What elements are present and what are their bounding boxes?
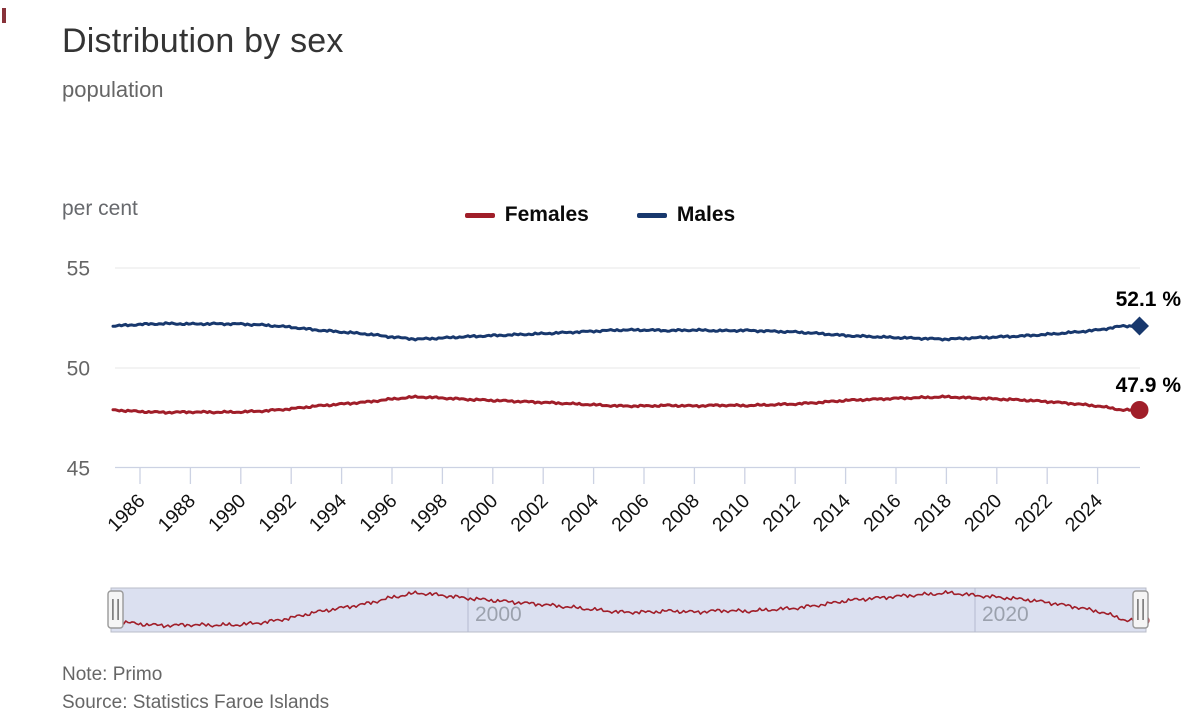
x-tick-label: 1996	[355, 490, 401, 536]
x-tick-label: 2020	[960, 490, 1006, 536]
males-series-line	[111, 321, 1142, 342]
x-tick-label: 1994	[305, 490, 351, 536]
navigator-track[interactable]	[110, 587, 1147, 633]
navigator-handle-left[interactable]	[107, 590, 124, 629]
navigator-tick-label: 2020	[982, 603, 1029, 626]
navigator-series-line	[110, 590, 1145, 629]
navigator-handle-right[interactable]	[1132, 590, 1149, 629]
legend: Females Males	[0, 203, 1200, 227]
navigator-tick-label: 2000	[475, 603, 522, 626]
chart-subtitle: population	[62, 77, 164, 102]
x-tick-label: 1986	[103, 490, 149, 536]
corner-accent-mark	[2, 8, 6, 23]
x-tick-label: 1992	[254, 490, 300, 536]
x-tick-label: 1990	[204, 490, 250, 536]
y-axis-title: per cent	[62, 197, 138, 220]
x-tick-label: 2002	[506, 490, 552, 536]
chart-source: Source: Statistics Faroe Islands	[62, 692, 330, 713]
navigator-handle-left-grip[interactable]	[107, 590, 124, 629]
chart-title: Distribution by sex	[62, 22, 344, 60]
females-series-line	[111, 394, 1142, 415]
y-tick-label: 50	[67, 358, 90, 381]
legend-item-females[interactable]: Females	[464, 203, 589, 227]
x-tick-label: 2014	[809, 490, 855, 536]
y-tick-label: 45	[67, 458, 90, 481]
x-tick-label: 2024	[1061, 490, 1107, 536]
males-legend-label: Males	[676, 203, 736, 226]
males-end-value-label: 52.1 %	[1115, 288, 1181, 311]
males-end-marker	[1130, 316, 1149, 336]
navigator-handle-right-grip[interactable]	[1132, 590, 1149, 629]
x-tick-label: 2004	[557, 490, 603, 536]
x-tick-label: 2000	[456, 490, 502, 536]
x-tick-label: 2022	[1010, 490, 1056, 536]
x-tick-label: 1998	[406, 490, 452, 536]
x-tick-label: 2016	[859, 490, 905, 536]
x-tick-label: 2010	[708, 490, 754, 536]
x-tick-label: 2018	[910, 490, 956, 536]
females-legend-swatch	[464, 212, 495, 218]
x-tick-label: 2006	[607, 490, 653, 536]
legend-item-males[interactable]: Males	[636, 203, 736, 227]
x-tick-label: 2012	[758, 490, 804, 536]
females-legend-label: Females	[504, 203, 589, 226]
chart-note: Note: Primo	[62, 664, 163, 685]
x-tick-label: 1988	[154, 490, 200, 536]
males-legend-swatch	[636, 212, 667, 218]
x-tick-label: 2008	[658, 490, 704, 536]
females-end-marker	[1130, 401, 1149, 419]
females-end-value-label: 47.9 %	[1115, 374, 1181, 397]
y-tick-label: 55	[67, 258, 90, 281]
